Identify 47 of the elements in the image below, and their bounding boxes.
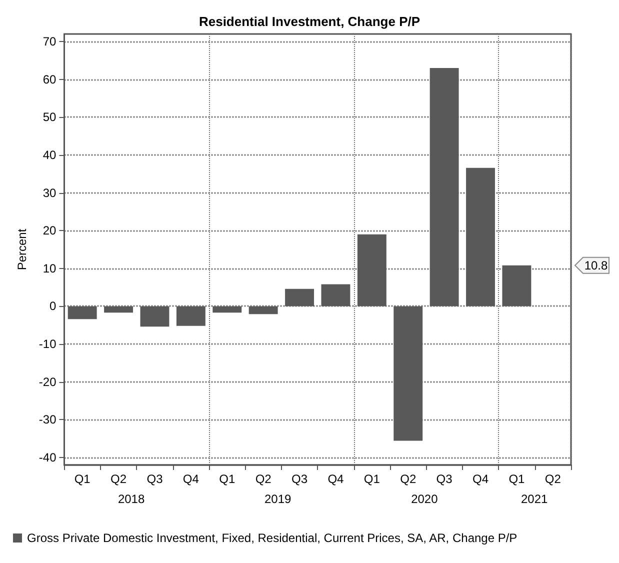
x-tick-label: Q1 <box>508 472 526 486</box>
bar <box>502 265 532 306</box>
x-tick-label: Q1 <box>219 472 236 486</box>
bar <box>285 288 314 306</box>
text: 10.8 <box>584 258 608 272</box>
bar <box>321 284 350 306</box>
chart-title: Residential Investment, Change P/P <box>198 14 420 29</box>
text: 2019 <box>264 492 292 506</box>
text: 2018 <box>118 492 145 506</box>
x-tick-label: Q2 <box>400 472 416 486</box>
bar <box>104 306 134 313</box>
bar <box>68 306 97 320</box>
x-tick-label: Q3 <box>292 472 308 486</box>
y-tick-label: -20 <box>38 374 57 389</box>
bar <box>176 306 206 326</box>
x-tick-label: Q4 <box>472 472 489 486</box>
x-tick-label: Q3 <box>146 472 164 486</box>
bar <box>357 234 386 306</box>
y-tick-label: -10 <box>38 337 57 352</box>
x-tick-label: Q1 <box>74 472 91 486</box>
y-tick-label: 60 <box>42 72 57 86</box>
bar <box>248 306 278 314</box>
x-tick-label: Q2 <box>255 472 272 486</box>
bar <box>212 306 242 313</box>
y-tick-label: 20 <box>42 224 57 238</box>
legend-label: Gross Private Domestic Investment, Fixed, Residential, Current Prices, SA, AR, Change P/P <box>27 531 518 545</box>
y-tick-label: 30 <box>42 186 57 200</box>
y-tick-label: -40 <box>38 450 57 464</box>
x-tick-label: Q2 <box>544 472 562 486</box>
x-tick-label: Q2 <box>110 472 127 486</box>
x-tick-label: Q3 <box>436 472 453 486</box>
y-tick-label: -30 <box>38 412 57 427</box>
bar <box>394 306 423 441</box>
text: 2020 <box>411 492 438 506</box>
x-tick-label: Q1 <box>364 472 380 486</box>
y-tick-label: 40 <box>42 148 57 162</box>
y-tick-label: 50 <box>42 110 57 124</box>
x-tick-label: Q4 <box>182 472 200 486</box>
bar <box>140 306 170 327</box>
text: 2021 <box>521 492 548 506</box>
bar <box>466 168 495 306</box>
x-tick-label: Q4 <box>328 472 344 486</box>
y-tick-label: 70 <box>42 34 57 49</box>
y-tick-label: 10 <box>42 261 57 276</box>
bar <box>430 68 459 306</box>
y-axis-title: Percent <box>15 228 29 270</box>
y-tick-label: 0 <box>50 299 57 314</box>
